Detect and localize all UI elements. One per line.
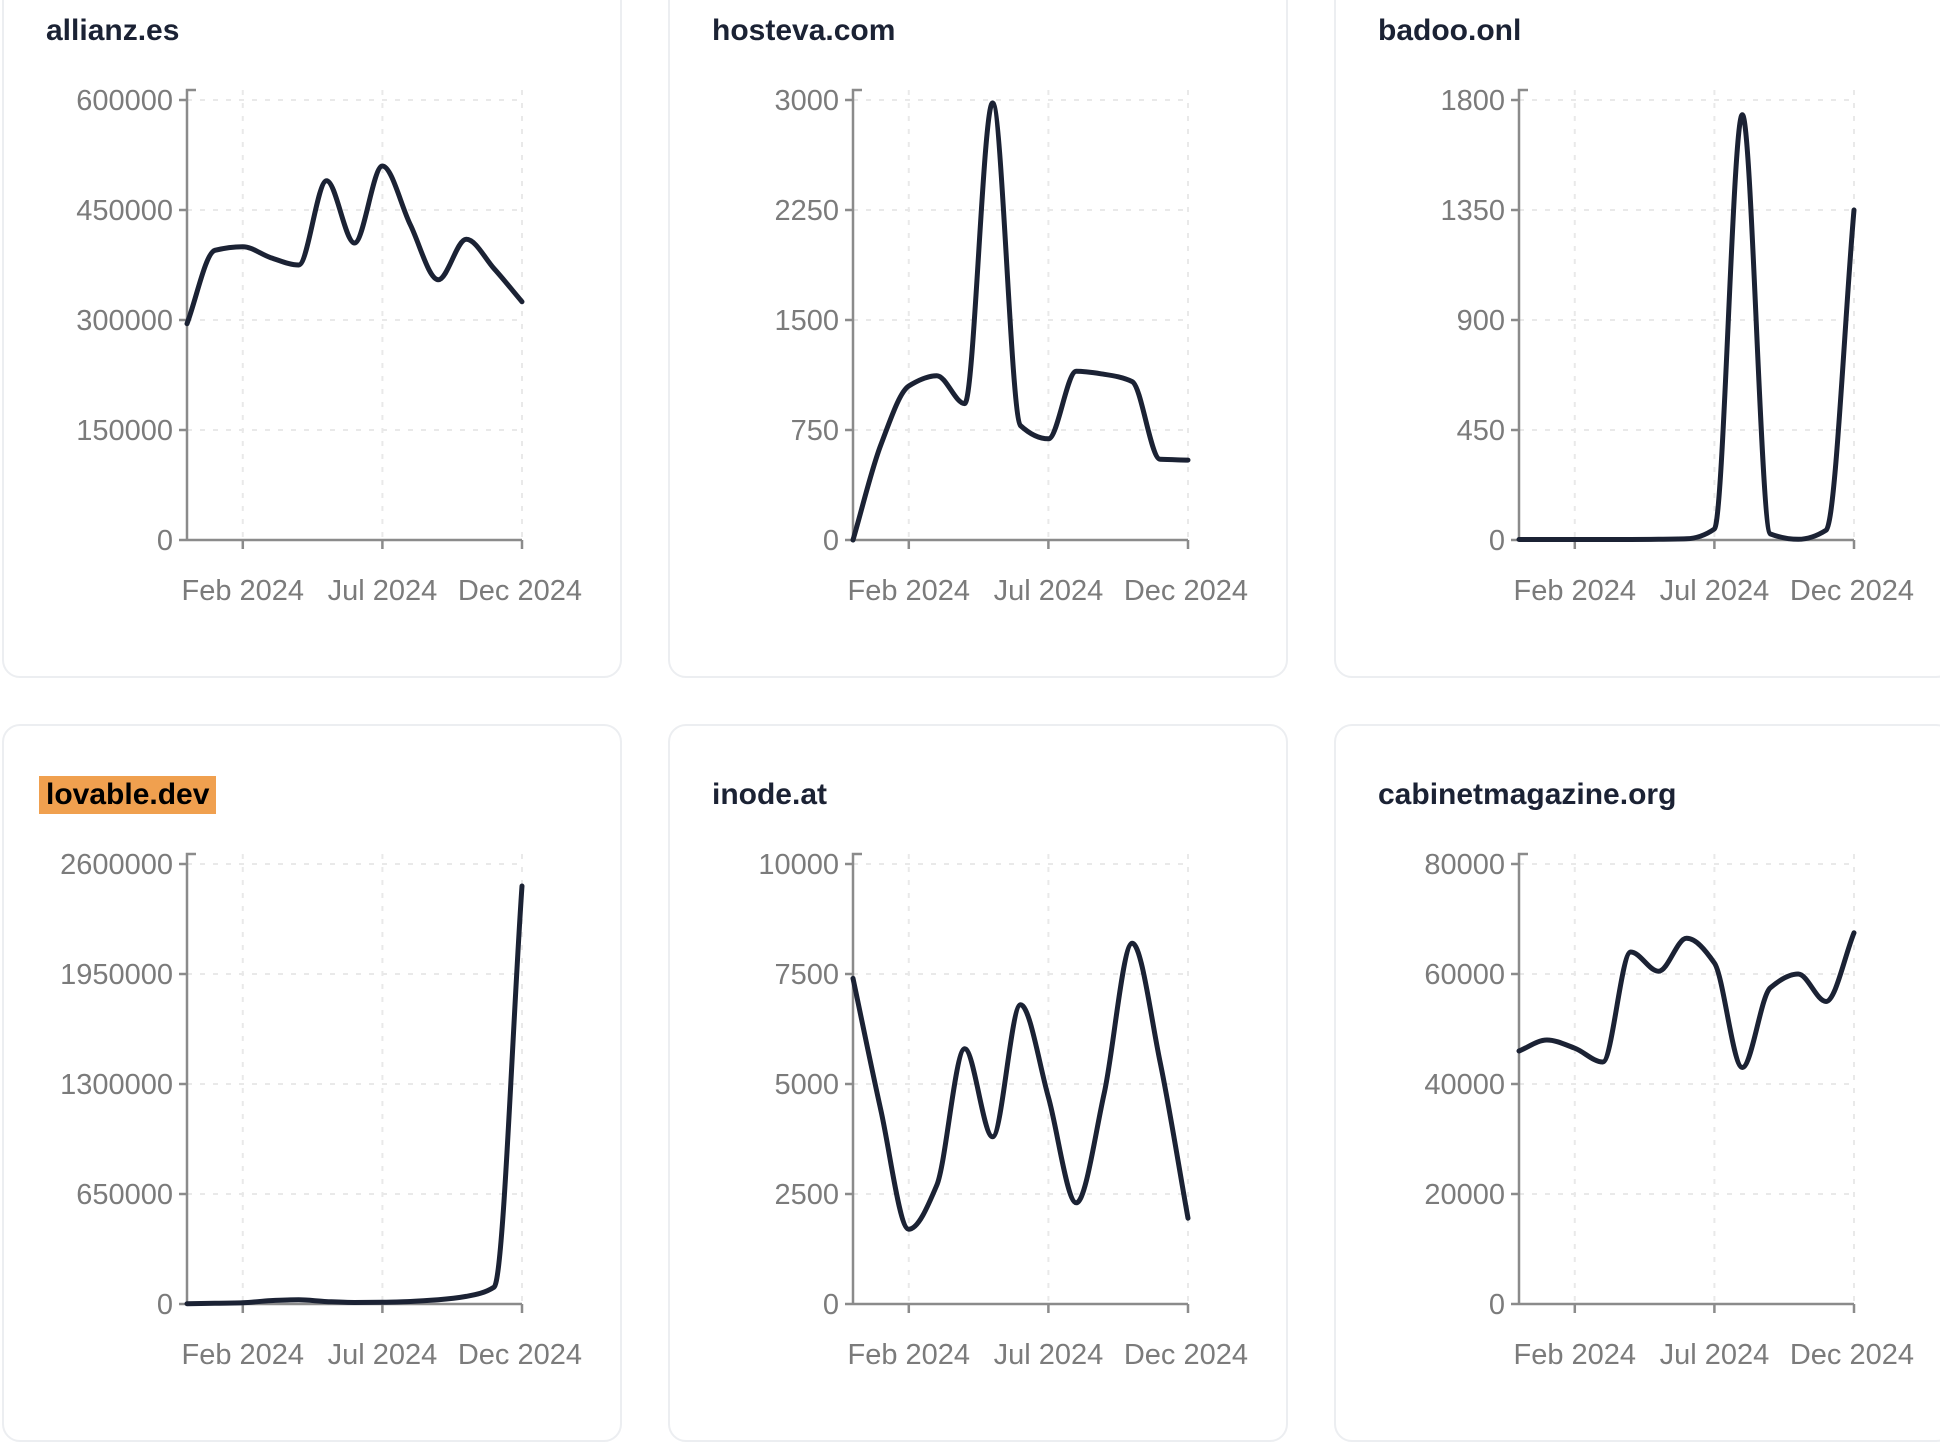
chart-card-hosteva-com: hosteva.com 0 750 1500 2250 3000 Feb 2024 Jul … xyxy=(668,0,1288,678)
x-tick-label: Dec 2024 xyxy=(458,1339,582,1371)
y-tick-label: 0 xyxy=(1489,525,1505,557)
chart-title: lovable.dev xyxy=(39,776,217,814)
y-tick-label: 0 xyxy=(823,1289,839,1321)
x-tick-label: Jul 2024 xyxy=(1660,1339,1770,1371)
y-tick-label: 650000 xyxy=(76,1179,173,1211)
chart-title-row: cabinetmagazine.org xyxy=(1378,776,1940,814)
data-line xyxy=(1516,930,1857,1070)
y-tick-label: 80000 xyxy=(1424,849,1505,881)
x-tick-label: Feb 2024 xyxy=(182,1339,305,1371)
data-line xyxy=(850,100,1191,543)
chart-card-inode-at: inode.at 0 2500 5000 7500 10000 Feb 2024 Jul 2… xyxy=(668,724,1288,1442)
line-chart: 0 150000 300000 450000 600000 Feb 2024 Jul 202… xyxy=(76,85,582,607)
x-tick-label: Feb 2024 xyxy=(182,575,305,607)
y-axis-line xyxy=(851,88,862,540)
y-tick-label: 150000 xyxy=(76,415,173,447)
x-tick-label: Feb 2024 xyxy=(848,575,971,607)
x-tick-label: Jul 2024 xyxy=(1660,575,1770,607)
chart-title-row: badoo.onl xyxy=(1378,12,1940,50)
line-chart: 0 650000 1300000 1950000 2600000 Feb 2024 Jul … xyxy=(60,849,582,1371)
y-axis-line xyxy=(185,88,196,540)
y-axis-line xyxy=(1517,88,1528,540)
x-tick-label: Feb 2024 xyxy=(848,1339,971,1371)
y-tick-label: 2250 xyxy=(774,195,839,227)
chart-title-row: hosteva.com xyxy=(712,12,1286,50)
x-tick-label: Jul 2024 xyxy=(994,1339,1104,1371)
chart-card-cabinetmagazine-org: cabinetmagazine.org 0 20000 40000 60000 8000… xyxy=(1334,724,1940,1442)
y-tick-label: 300000 xyxy=(76,305,173,337)
y-tick-label: 1800 xyxy=(1440,85,1505,117)
data-line xyxy=(1516,112,1857,542)
y-axis-line xyxy=(185,852,196,1304)
y-tick-label: 20000 xyxy=(1424,1179,1505,1211)
y-tick-label: 600000 xyxy=(76,85,173,117)
y-tick-label: 0 xyxy=(1489,1289,1505,1321)
chart-title-row: allianz.es xyxy=(46,12,620,50)
chart-title: badoo.onl xyxy=(1378,14,1522,47)
y-tick-label: 2500 xyxy=(774,1179,839,1211)
y-tick-label: 7500 xyxy=(774,959,839,991)
x-tick-label: Jul 2024 xyxy=(328,1339,438,1371)
y-tick-label: 900 xyxy=(1457,305,1505,337)
y-tick-label: 2600000 xyxy=(60,849,173,881)
y-tick-label: 5000 xyxy=(774,1069,839,1101)
x-tick-label: Feb 2024 xyxy=(1514,575,1637,607)
x-tick-label: Dec 2024 xyxy=(1124,1339,1248,1371)
line-chart: 0 450 900 1350 1800 Feb 2024 Jul 2024 Dec 2024 xyxy=(1440,85,1914,607)
x-tick-label: Jul 2024 xyxy=(328,575,438,607)
y-axis-line xyxy=(1517,852,1528,1304)
data-line xyxy=(184,883,525,1307)
x-tick-label: Jul 2024 xyxy=(994,575,1104,607)
y-axis-line xyxy=(851,852,862,1304)
y-tick-label: 3000 xyxy=(774,85,839,117)
x-tick-label: Dec 2024 xyxy=(1124,575,1248,607)
y-tick-label: 450 xyxy=(1457,415,1505,447)
chart-card-badoo-onl: badoo.onl 0 450 900 1350 1800 Feb 2024 Jul 202… xyxy=(1334,0,1940,678)
x-tick-label: Dec 2024 xyxy=(1790,575,1914,607)
y-tick-label: 10000 xyxy=(758,849,839,881)
chart-title: hosteva.com xyxy=(712,14,896,47)
data-line xyxy=(850,940,1191,1232)
chart-title-row: inode.at xyxy=(712,776,1286,814)
y-tick-label: 450000 xyxy=(76,195,173,227)
chart-title-row: lovable.dev xyxy=(39,776,620,814)
y-tick-label: 1950000 xyxy=(60,959,173,991)
x-tick-label: Feb 2024 xyxy=(1514,1339,1637,1371)
chart-title: cabinetmagazine.org xyxy=(1378,778,1677,811)
y-tick-label: 0 xyxy=(823,525,839,557)
y-tick-label: 750 xyxy=(791,415,839,447)
chart-card-lovable-dev: lovable.dev 0 650000 1300000 1950000 2600000… xyxy=(2,724,622,1442)
chart-card-allianz-es: allianz.es 0 150000 300000 450000 600000 Feb … xyxy=(2,0,622,678)
x-tick-label: Dec 2024 xyxy=(1790,1339,1914,1371)
y-tick-label: 1500 xyxy=(774,305,839,337)
x-tick-label: Dec 2024 xyxy=(458,575,582,607)
chart-title: allianz.es xyxy=(46,14,180,47)
line-chart: 0 750 1500 2250 3000 Feb 2024 Jul 2024 Dec 2024 xyxy=(774,85,1248,607)
line-chart: 0 20000 40000 60000 80000 Feb 2024 Jul 2024 Dec… xyxy=(1424,849,1914,1371)
y-tick-label: 0 xyxy=(157,1289,173,1321)
y-tick-label: 40000 xyxy=(1424,1069,1505,1101)
y-tick-label: 0 xyxy=(157,525,173,557)
y-tick-label: 1350 xyxy=(1440,195,1505,227)
y-tick-label: 1300000 xyxy=(60,1069,173,1101)
y-tick-label: 60000 xyxy=(1424,959,1505,991)
data-line xyxy=(184,163,525,327)
chart-title: inode.at xyxy=(712,778,828,811)
line-chart: 0 2500 5000 7500 10000 Feb 2024 Jul 2024 Dec 20… xyxy=(758,849,1248,1371)
